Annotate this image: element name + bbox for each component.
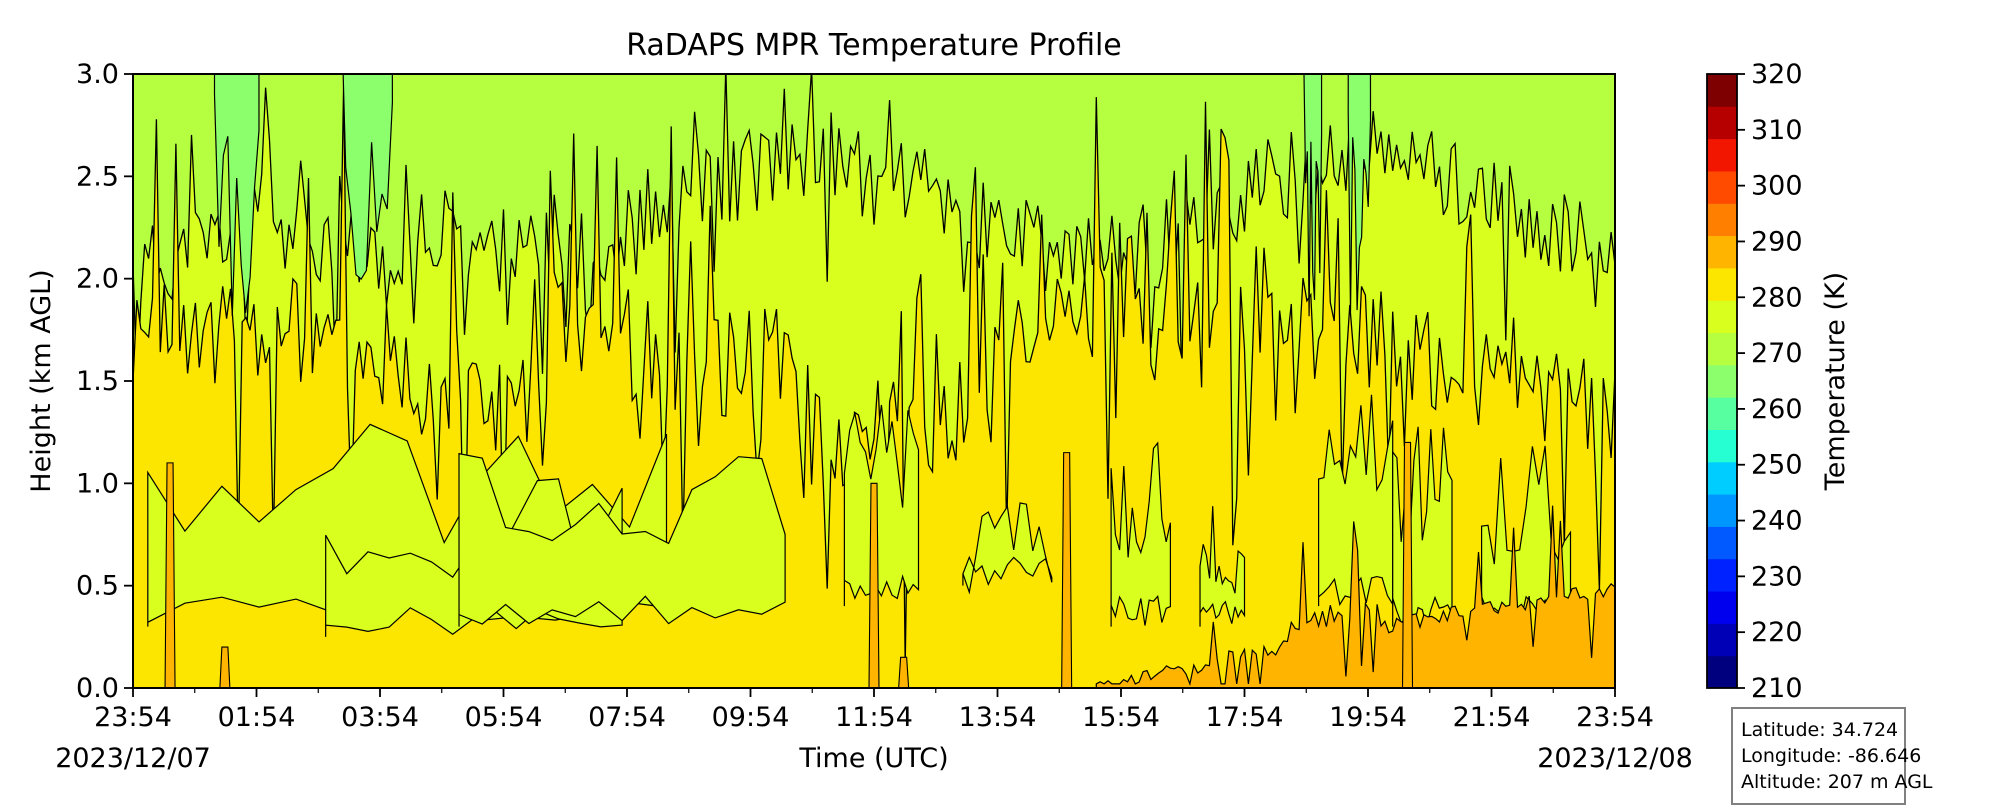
colorbar-swatch: [1707, 267, 1737, 301]
patch-275-280k: [962, 502, 1053, 595]
colorbar-swatch: [1707, 655, 1737, 689]
x-tick-label: 01:54: [218, 702, 296, 733]
colorbar-swatch: [1707, 494, 1737, 527]
y-tick-label: 0.5: [76, 571, 119, 602]
colorbar-swatch: [1707, 235, 1737, 269]
longitude-text: Longitude: -86.646: [1741, 745, 1922, 767]
patch-275-280k: [1199, 506, 1246, 627]
colorbar-tick-label: 260: [1751, 394, 1803, 425]
colorbar-swatch: [1707, 138, 1737, 172]
contour-280k: [133, 85, 1615, 666]
patch-275-280k: [458, 452, 786, 627]
colorbar-swatch: [1707, 170, 1737, 204]
x-tick-label: 23:54: [1576, 702, 1654, 733]
patch-285-290k: [219, 646, 231, 688]
colorbar-tick-label: 290: [1751, 226, 1803, 257]
colorbar-swatch: [1707, 364, 1737, 398]
x-tick-label: 11:54: [835, 702, 913, 733]
colorbar-swatch: [1707, 300, 1737, 334]
patch-275-280k: [1110, 441, 1171, 627]
x-tick-label: 17:54: [1206, 702, 1284, 733]
y-tick-label: 3.0: [76, 59, 119, 90]
x-axis-label: Time (UTC): [798, 743, 948, 774]
patch-260-270k: [1303, 74, 1323, 317]
y-tick-label: 2.5: [76, 161, 119, 192]
colorbar-swatch: [1707, 397, 1737, 430]
y-axis: 0.0 0.5 1.0 1.5 2.0 2.5 3.0: [76, 59, 133, 704]
colorbar-tick-label: 310: [1751, 115, 1803, 146]
x-tick-label: 05:54: [465, 702, 543, 733]
x-tick-label: 09:54: [712, 702, 790, 733]
colorbar-swatch: [1707, 591, 1737, 624]
colorbar-swatch: [1707, 332, 1737, 366]
x-tick-label: 19:54: [1329, 702, 1407, 733]
x-tick-label: 07:54: [588, 702, 666, 733]
chart-title: RaDAPS MPR Temperature Profile: [626, 28, 1122, 63]
colorbar-frame: [1706, 73, 1738, 689]
patch-260-270k: [1347, 74, 1372, 313]
y-axis-label: Height (km AGL): [26, 269, 57, 492]
colorbar-swatch: [1707, 74, 1737, 107]
x-end-date: 2023/12/08: [1537, 743, 1693, 774]
patch-275-280k: [843, 404, 920, 607]
colorbar-tick-label: 250: [1751, 450, 1803, 481]
band-285-290k: [1095, 505, 1615, 688]
colorbar-label: Temperature (K): [1820, 272, 1851, 491]
x-start-date: 2023/12/07: [55, 743, 211, 774]
patch-285-290k: [1061, 452, 1073, 688]
patch-285-290k: [164, 462, 176, 688]
patch-285-290k: [1401, 441, 1414, 688]
station-info-box: Latitude: 34.724 Longitude: -86.646 Alti…: [1731, 707, 1933, 805]
colorbar-swatch: [1707, 526, 1737, 560]
y-tick-label: 0.0: [76, 673, 119, 704]
colorbar-swatch: [1707, 429, 1737, 463]
colorbar-tick-label: 220: [1751, 617, 1803, 648]
colorbar-tick-label: 210: [1751, 673, 1803, 704]
colorbar-tick-label: 270: [1751, 338, 1803, 369]
x-tick-label: 23:54: [94, 702, 172, 733]
band-280-285k: [133, 85, 1615, 688]
patch-285-290k: [898, 656, 910, 688]
y-tick-label: 1.5: [76, 366, 119, 397]
colorbar-swatch: [1707, 106, 1737, 140]
colorbar-tick-label: 280: [1751, 282, 1803, 313]
altitude-text: Altitude: 207 m AGL: [1741, 771, 1933, 793]
y-tick-label: 2.0: [76, 264, 119, 295]
colorbar-swatch: [1707, 461, 1737, 495]
latitude-text: Latitude: 34.724: [1741, 719, 1899, 741]
x-tick-label: 21:54: [1453, 702, 1531, 733]
colorbar-swatch: [1707, 558, 1737, 592]
colorbar-swatch: [1707, 623, 1737, 657]
colorbar: 210 220 230 240 250 260 270 280 290 300 310 320: [1706, 59, 1803, 704]
x-tick-label: 15:54: [1082, 702, 1160, 733]
colorbar-tick-label: 320: [1751, 59, 1803, 90]
patch-285-290k: [868, 482, 880, 688]
colorbar-tick-label: 230: [1751, 561, 1803, 592]
colorbar-tick-label: 240: [1751, 506, 1803, 537]
patch-260-270k: [339, 74, 394, 281]
colorbar-swatch: [1707, 203, 1737, 237]
x-axis: 23:54 01:54 03:54 05:54 07:54 09:54 11:54 13:54…: [94, 688, 1654, 733]
colorbar-tick-label: 300: [1751, 171, 1803, 202]
x-tick-label: 03:54: [341, 702, 419, 733]
plot-area: [133, 74, 1615, 688]
y-tick-label: 1.0: [76, 468, 119, 499]
patch-260-270k: [213, 74, 260, 316]
x-tick-label: 13:54: [959, 702, 1037, 733]
